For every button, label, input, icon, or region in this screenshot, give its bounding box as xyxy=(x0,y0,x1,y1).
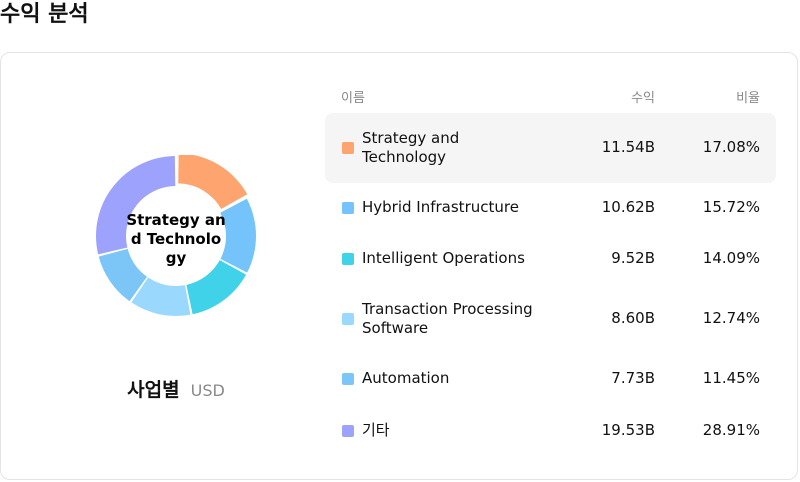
header-share: 비율 xyxy=(736,91,760,106)
revenue-table: 이름 수익 비율 Strategy and Technology 11.54B 17… xyxy=(325,83,776,439)
caption-main: 사업별 xyxy=(127,379,180,401)
revenue-card: Strategy and Technology 사업별 USD 이름 수익 비율… xyxy=(0,52,798,480)
table-row[interactable]: Transaction Processing Software 8.60B 12.7… xyxy=(325,285,776,353)
color-swatch xyxy=(342,142,354,154)
color-swatch xyxy=(342,313,354,325)
caption-currency: USD xyxy=(190,381,225,400)
row-share: 12.74% xyxy=(702,309,760,327)
row-revenue: 11.54B xyxy=(601,138,655,156)
row-share: 28.91% xyxy=(702,421,760,439)
table-row[interactable]: Intelligent Operations 9.52B 14.09% xyxy=(325,233,776,285)
donut-slice[interactable] xyxy=(178,155,248,209)
chart-caption: 사업별 USD xyxy=(1,375,351,402)
donut-slice[interactable] xyxy=(95,156,176,255)
donut-chart[interactable]: Strategy and Technology xyxy=(95,155,257,317)
row-share: 11.45% xyxy=(702,369,760,387)
row-name: Transaction Processing Software xyxy=(362,300,533,337)
donut-svg xyxy=(95,155,256,316)
row-name: Strategy and Technology xyxy=(362,129,460,166)
table-row[interactable]: Strategy and Technology 11.54B 17.08% xyxy=(325,113,776,183)
row-share: 15.72% xyxy=(702,198,760,216)
row-revenue: 8.60B xyxy=(611,309,655,327)
header-revenue: 수익 xyxy=(631,91,655,106)
row-name: Automation xyxy=(362,369,450,387)
row-share: 17.08% xyxy=(702,138,760,156)
table-row[interactable]: Hybrid Infrastructure 10.62B 15.72% xyxy=(325,182,776,234)
color-swatch xyxy=(342,253,354,265)
row-share: 14.09% xyxy=(702,249,760,267)
table-row[interactable]: Automation 7.73B 11.45% xyxy=(325,353,776,405)
color-swatch xyxy=(342,202,354,214)
donut-slice[interactable] xyxy=(186,260,247,315)
row-name: Intelligent Operations xyxy=(362,249,525,267)
donut-center-label: Strategy and Technology xyxy=(126,211,226,267)
table-row[interactable]: 기타 19.53B 28.91% xyxy=(325,405,776,457)
row-revenue: 19.53B xyxy=(601,421,655,439)
row-revenue: 9.52B xyxy=(611,249,655,267)
donut-slice[interactable] xyxy=(98,248,147,302)
color-swatch xyxy=(342,373,354,385)
donut-slice[interactable] xyxy=(131,277,191,316)
row-revenue: 7.73B xyxy=(611,369,655,387)
row-name: 기타 xyxy=(362,421,390,439)
color-swatch xyxy=(342,425,354,437)
table-header: 이름 수익 비율 xyxy=(325,83,776,107)
row-revenue: 10.62B xyxy=(601,198,655,216)
header-name: 이름 xyxy=(341,91,365,106)
donut-slice[interactable] xyxy=(220,198,256,273)
row-name: Hybrid Infrastructure xyxy=(362,198,519,216)
page-title: 수익 분석 xyxy=(0,2,89,27)
